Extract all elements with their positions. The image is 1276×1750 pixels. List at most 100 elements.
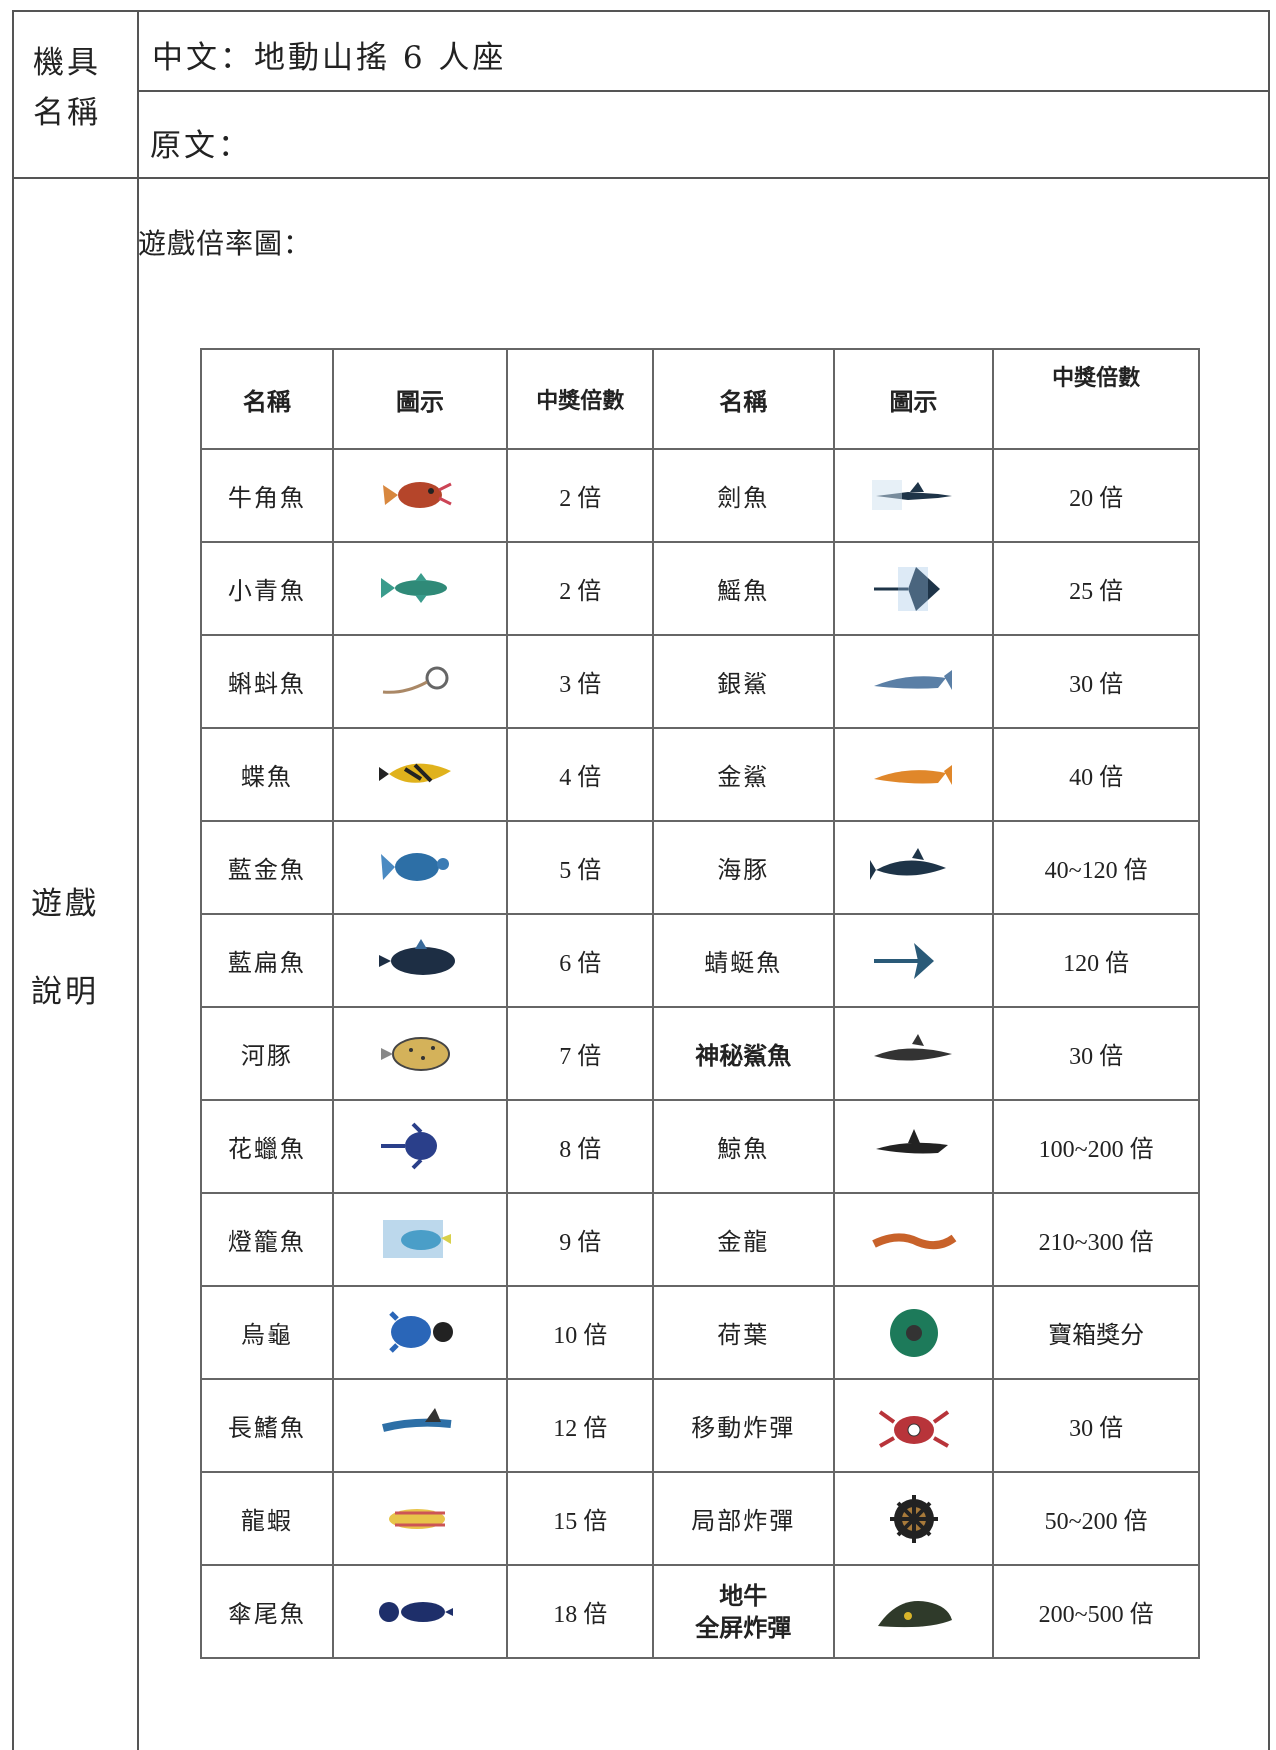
fish-name-left: 藍扁魚: [200, 913, 334, 1008]
fish-name-left: 燈籠魚: [200, 1192, 334, 1287]
fish-name-right: 鯨魚: [652, 1099, 835, 1194]
original-name-field: 原文：: [150, 128, 252, 164]
multiplier-right: 寶箱獎分: [992, 1285, 1200, 1380]
table-row: 藍扁魚 6 倍蜻蜓魚 120 倍: [200, 913, 1200, 1008]
table-row: 小青魚 2 倍鰩魚 25 倍: [200, 541, 1200, 636]
multiplier-right: 30 倍: [992, 1006, 1200, 1101]
label-column-divider: [137, 12, 139, 1750]
wheel-bomb-icon: [890, 1494, 939, 1543]
multiplier-right: 50~200 倍: [992, 1471, 1200, 1566]
multiplier-right: 100~200 倍: [992, 1099, 1200, 1194]
table-row: 牛角魚 2 倍劍魚 20 倍: [200, 448, 1200, 543]
multiplier-right: 20 倍: [992, 448, 1200, 543]
fish-name-right: 鰩魚: [652, 541, 835, 636]
fish-name-right: 金鯊: [652, 727, 835, 822]
table-row: 傘尾魚 18 倍地牛 全屏炸彈 200~500 倍: [200, 1564, 1200, 1659]
multiplier-left: 8 倍: [506, 1099, 655, 1194]
multiplier-left: 7 倍: [506, 1006, 655, 1101]
fish-name-right: 銀鯊: [652, 634, 835, 729]
umbrella-tail-fish-icon: [379, 1601, 454, 1622]
table-row: 蝌蚪魚 3 倍銀鯊 30 倍: [200, 634, 1200, 729]
table-row: 烏龜 10 倍荷葉 寶箱獎分: [200, 1285, 1200, 1380]
header-name-right: 名稱: [652, 348, 835, 450]
header-icon-right: 圖示: [832, 348, 995, 450]
table-row: 藍金魚 5 倍海豚 40~120 倍: [200, 820, 1200, 915]
multiplier-right: 40~120 倍: [992, 820, 1200, 915]
pufferfish-icon: [381, 1036, 451, 1071]
table-row: 河豚 7 倍神秘鯊魚 30 倍: [200, 1006, 1200, 1101]
form-frame: 中文：地動山搖 6 人座 原文：: [12, 10, 1270, 1750]
fish-icon-cell-left: [331, 1285, 509, 1380]
fish-name-right: 局部炸彈: [652, 1471, 835, 1566]
fish-icon-cell-right: [832, 1285, 995, 1380]
header-multiplier-left: 中獎倍數: [506, 348, 655, 450]
fish-icon-cell-right: [832, 634, 995, 729]
crab-bomb-icon: [879, 1409, 950, 1448]
dragonfly-fish-icon: [874, 942, 935, 979]
fish-icon-cell-left: [331, 820, 509, 915]
rate-chart-caption: 遊戲倍率圖：: [138, 227, 313, 260]
lobster-icon: [389, 1508, 446, 1529]
blue-flatfish-icon: [379, 938, 456, 975]
fish-icon-cell-left: [331, 1564, 509, 1659]
game-description-label: 遊戲 說明: [31, 886, 99, 1010]
multiplier-left: 10 倍: [506, 1285, 655, 1380]
tadpole-fish-icon: [382, 666, 449, 694]
fish-name-left: 龍蝦: [200, 1471, 334, 1566]
fish-name-right: 金龍: [652, 1192, 835, 1287]
fish-name-left: 烏龜: [200, 1285, 334, 1380]
fish-icon-cell-right: [832, 727, 995, 822]
fish-name-right: 劍魚: [652, 448, 835, 543]
swordfish-icon: [872, 479, 953, 510]
fish-icon-cell-left: [331, 541, 509, 636]
fish-icon-cell-left: [331, 1192, 509, 1287]
fish-icon-cell-right: [832, 1471, 995, 1566]
multiplier-left: 6 倍: [506, 913, 655, 1008]
fish-icon-cell-left: [331, 448, 509, 543]
silver-shark-icon: [874, 669, 953, 690]
fish-icon-cell-right: [832, 1192, 995, 1287]
fish-icon-cell-right: [832, 913, 995, 1008]
table-row: 長鰭魚 12 倍移動炸彈 30 倍: [200, 1378, 1200, 1473]
multiplier-left: 3 倍: [506, 634, 655, 729]
fish-icon-cell-left: [331, 1378, 509, 1473]
turtle-icon: [389, 1310, 454, 1353]
fish-icon-cell-left: [331, 1099, 509, 1194]
header-name-left: 名稱: [200, 348, 334, 450]
multiplier-left: 2 倍: [506, 541, 655, 636]
multiplier-right: 120 倍: [992, 913, 1200, 1008]
multiplier-right: 40 倍: [992, 727, 1200, 822]
fish-name-left: 牛角魚: [200, 448, 334, 543]
fish-name-left: 蝌蚪魚: [200, 634, 334, 729]
fish-icon-cell-left: [331, 913, 509, 1008]
butterfly-fish-icon: [379, 763, 452, 783]
fish-name-left: 蝶魚: [200, 727, 334, 822]
multiplier-left: 9 倍: [506, 1192, 655, 1287]
fish-icon-cell-right: [832, 1378, 995, 1473]
earth-ox-icon: [878, 1600, 953, 1627]
fish-name-left: 小青魚: [200, 541, 334, 636]
fish-name-right: 神秘鯊魚: [652, 1006, 835, 1101]
table-row: 花蠟魚 8 倍鯨魚 100~200 倍: [200, 1099, 1200, 1194]
fish-name-right: 海豚: [652, 820, 835, 915]
payout-table: 名稱 圖示 中獎倍數 名稱 圖示 中獎倍數 牛角魚 2 倍劍魚 20 倍小青魚 2 倍…: [200, 348, 1200, 1659]
fish-icon-cell-left: [331, 1471, 509, 1566]
blue-goldfish-icon: [381, 852, 450, 881]
dolphin-icon: [870, 847, 947, 880]
lantern-fish-icon: [383, 1219, 452, 1258]
small-green-fish-icon: [381, 572, 448, 603]
multiplier-left: 5 倍: [506, 820, 655, 915]
fish-icon-cell-left: [331, 634, 509, 729]
chinese-name-field: 中文：地動山搖 6 人座: [152, 40, 507, 76]
fish-name-right: 移動炸彈: [652, 1378, 835, 1473]
machine-name-label: 機具 名稱: [33, 45, 101, 131]
ray-icon: [874, 566, 941, 611]
fish-icon-cell-right: [832, 820, 995, 915]
fish-icon-cell-right: [832, 1006, 995, 1101]
fish-name-left: 花蠟魚: [200, 1099, 334, 1194]
multiplier-left: 2 倍: [506, 448, 655, 543]
fish-name-left: 長鰭魚: [200, 1378, 334, 1473]
golden-dragon-icon: [872, 1233, 957, 1249]
whale-icon: [876, 1128, 949, 1153]
fish-name-right: 地牛 全屏炸彈: [652, 1564, 835, 1659]
